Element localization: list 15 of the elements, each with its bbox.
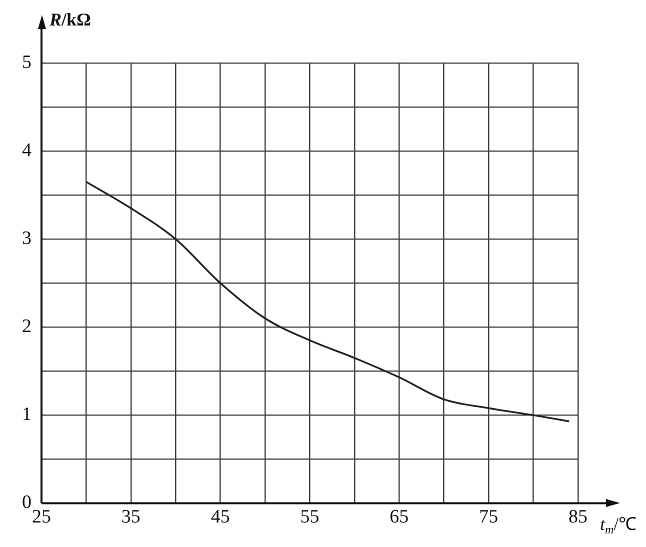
y-tick-label: 2 [22,316,32,338]
x-tick-label: 55 [300,506,320,528]
x-tick-label: 35 [121,506,140,528]
x-tick-label: 75 [479,506,498,528]
line-series [85,180,570,422]
y-axis-title: R/kΩ [48,10,91,30]
x-tick-label: 45 [210,506,230,528]
x-tick-label: 65 [390,506,409,528]
x-tick-label: 25 [32,506,51,528]
y-tick-label: 3 [22,228,32,250]
y-tick-label: 0 [22,492,32,514]
y-tick-label: 4 [22,140,32,162]
y-tick-label: 1 [22,404,32,426]
y-tick-label: 5 [22,52,32,73]
x-tick-label: 85 [568,506,588,528]
